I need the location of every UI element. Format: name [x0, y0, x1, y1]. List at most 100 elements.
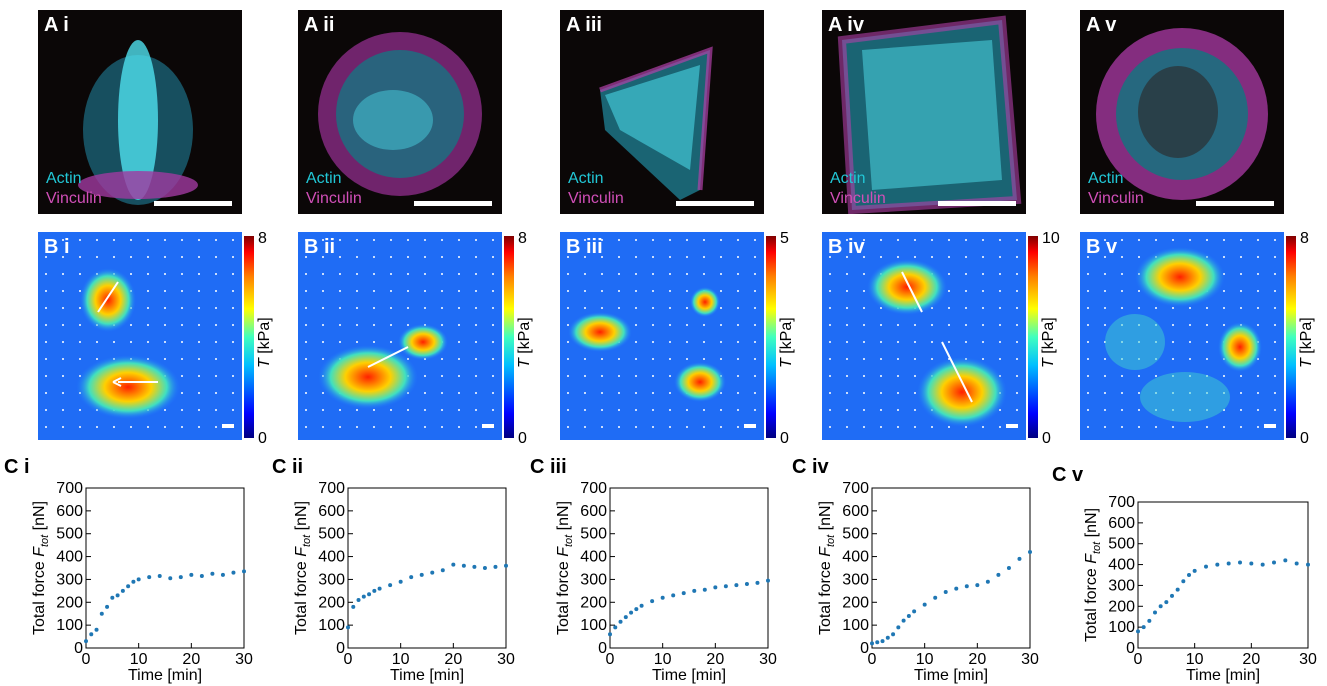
data-point — [954, 586, 959, 591]
vinculin-label: Vinculin — [46, 190, 102, 207]
plot-frame — [871, 487, 1031, 649]
actin-label: Actin — [46, 170, 82, 187]
y-tick-label: 100 — [580, 617, 607, 634]
y-tick-label: 300 — [842, 571, 869, 588]
data-point — [650, 599, 655, 604]
y-tick-label: 200 — [580, 594, 607, 611]
data-point — [461, 563, 466, 568]
chart-c-ii: 0 100 200 300 400 500 600 700 0 10 20 30 Time [min] T… — [262, 460, 515, 686]
colorbar-max: 10 — [1042, 230, 1060, 247]
data-point — [430, 570, 435, 575]
scale-bar — [676, 201, 754, 206]
y-axis-label: Total force Ftot [nN] — [31, 501, 51, 635]
colorbar-title: T [kPa] — [256, 317, 273, 368]
data-point — [89, 632, 94, 637]
y-tick-label: 600 — [842, 503, 869, 520]
data-point — [870, 641, 874, 646]
data-point — [131, 579, 136, 584]
data-point — [178, 575, 183, 580]
chart-label-c-i: C i — [4, 456, 30, 478]
data-point — [451, 562, 456, 567]
panel-label: B i — [44, 236, 70, 258]
colorbar-b-iii — [766, 236, 776, 438]
data-point — [692, 588, 697, 593]
cell-image — [599, 46, 713, 200]
data-point — [398, 579, 403, 584]
data-point — [377, 586, 382, 591]
data-point — [493, 564, 498, 569]
data-point — [985, 579, 990, 584]
colorbar-b-iv — [1028, 236, 1038, 438]
data-point — [115, 593, 120, 598]
y-axis-label-prefix: Total force — [817, 557, 834, 635]
y-tick-label: 600 — [580, 503, 607, 520]
x-tick-label: 20 — [706, 651, 724, 668]
traction-heatmap — [822, 232, 1026, 440]
data-point — [623, 615, 628, 620]
data-point — [618, 619, 623, 624]
y-tick-label: 600 — [1108, 515, 1135, 532]
data-point — [388, 583, 393, 588]
plot-frame — [85, 487, 245, 649]
y-tick-label: 300 — [580, 571, 607, 588]
data-point — [1238, 560, 1242, 565]
data-point — [943, 590, 948, 594]
panel-label: B iv — [828, 236, 865, 258]
x-tick-label: 10 — [654, 651, 672, 668]
x-axis-label: Time [min] — [914, 667, 988, 684]
y-tick-label: 500 — [580, 526, 607, 543]
y-tick-label: 100 — [318, 617, 345, 634]
data-point — [964, 584, 969, 589]
data-point — [126, 584, 131, 589]
x-tick-label: 20 — [1242, 651, 1260, 668]
colorbar-b-ii — [504, 236, 514, 438]
data-point — [1306, 562, 1310, 567]
data-point — [210, 571, 215, 576]
data-point — [912, 609, 917, 614]
y-axis-label-prefix: Total force — [293, 557, 310, 635]
data-point — [1181, 579, 1186, 584]
vinculin-label: Vinculin — [1088, 190, 1144, 207]
data-point — [901, 618, 906, 623]
data-point — [504, 563, 508, 568]
x-tick-label: 10 — [916, 651, 934, 668]
cell-image — [318, 32, 482, 196]
data-point — [608, 632, 612, 637]
data-point — [1204, 564, 1208, 569]
colorbar-title: T [kPa] — [516, 317, 533, 368]
y-tick-label: 500 — [56, 526, 83, 543]
x-tick-label: 30 — [759, 651, 777, 668]
y-axis-label-unit: [nN] — [817, 501, 834, 535]
y-axis-label-prefix: Total force — [31, 557, 48, 635]
data-point — [1260, 562, 1265, 567]
y-axis-label-subscript: tot — [563, 534, 575, 547]
data-point — [372, 588, 377, 593]
y-tick-label: 600 — [318, 503, 345, 520]
y-axis-label: Total force Ftot [nN] — [1083, 508, 1103, 642]
micrograph-a-v: A v Actin Vinculin — [1080, 10, 1284, 214]
data-point — [189, 572, 194, 577]
data-point — [231, 570, 236, 575]
chart-c-i: 0 100 200 300 400 500 600 700 0 10 20 30 Time [min] T… — [0, 460, 253, 686]
data-point — [1249, 561, 1254, 566]
x-tick-label: 0 — [606, 651, 615, 668]
force-time-plot: 0 100 200 300 400 500 600 700 0 10 20 30 Time [min] T… — [31, 480, 253, 684]
panel-label: A iii — [566, 14, 602, 36]
y-tick-label: 200 — [56, 594, 83, 611]
panel-label: A ii — [304, 14, 335, 36]
colorbar-max: 8 — [258, 230, 267, 247]
y-axis-label-subscript: tot — [39, 534, 51, 547]
data-point — [634, 607, 639, 612]
y-tick-label: 100 — [842, 617, 869, 634]
colorbar-max: 5 — [780, 230, 789, 247]
colorbar-min: 0 — [1042, 430, 1051, 447]
y-axis-label-unit: [nN] — [1083, 508, 1100, 542]
y-tick-label: 300 — [56, 571, 83, 588]
x-axis-label: Time [min] — [390, 667, 464, 684]
y-tick-label: 500 — [842, 526, 869, 543]
x-tick-label: 20 — [968, 651, 986, 668]
data-point — [110, 595, 115, 600]
data-point — [723, 584, 728, 589]
y-axis-label: Total force Ftot [nN] — [293, 501, 313, 635]
x-tick-label: 0 — [1134, 651, 1143, 668]
